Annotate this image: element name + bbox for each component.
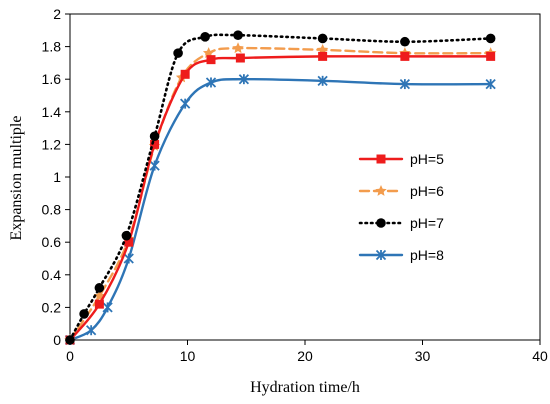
plot-frame [69,13,541,341]
series-line-ph6 [68,46,492,342]
x-axis-title: Hydration time/h [250,379,360,396]
y-tick-label: 0 [53,332,61,348]
data-point-ph5 [150,139,160,149]
legend-item-ph8: pH=8 [358,247,444,263]
legend-item-ph7: pH=7 [358,215,444,231]
legend-marker-ph5 [376,154,386,164]
data-point-ph8 [317,75,328,86]
legend: pH=5 pH=6 pH=7 pH=8 [358,151,444,263]
legend-item-ph5: pH=5 [358,151,444,167]
data-point-ph7 [200,32,210,42]
y-tick-label: 0.4 [42,267,62,283]
series-ph5 [65,51,496,345]
data-point-ph8 [149,160,160,171]
series-ph8 [64,74,496,346]
legend-item-ph6: pH=6 [358,183,444,199]
data-point-ph7 [400,36,410,47]
y-tick-label: 2 [53,6,61,22]
data-point-ph7 [121,230,132,241]
data-point-ph8 [86,325,97,336]
data-point-ph7 [485,33,496,44]
x-tick-label: 20 [297,348,313,364]
legend-marker-ph7 [376,218,386,228]
data-point-ph8 [180,98,191,109]
y-tick-label: 1.4 [42,104,62,120]
legend-marker-ph6 [375,185,387,196]
series-line-ph8 [68,77,492,342]
y-tick-label: 1.8 [42,39,62,55]
data-point-ph5 [124,237,134,247]
data-point-ph7 [94,283,105,293]
data-point-ph8 [102,302,113,313]
data-point-ph5 [318,51,328,61]
data-point-ph8 [238,74,250,85]
legend-marker-ph8 [375,249,387,261]
data-point-ph7 [173,48,183,58]
data-point-ph5 [400,51,410,61]
y-tick-label: 0.8 [42,202,62,218]
data-point-ph5 [486,51,496,61]
data-point-ph7 [65,335,75,345]
data-point-ph5 [94,299,104,309]
data-point-ph5 [235,53,245,63]
data-point-ph7 [233,30,243,40]
x-tick-label: 40 [532,348,548,364]
data-point-ph8 [123,253,134,264]
legend-label-ph8: pH=8 [410,247,444,263]
data-point-ph7 [79,309,89,319]
y-tick-label: 1.6 [42,71,62,87]
y-tick-label: 1 [53,169,61,185]
y-axis-title: Expansion multiple [8,116,25,241]
legend-label-ph7: pH=7 [410,215,444,231]
series-line-ph5 [68,55,492,342]
x-tick-label: 0 [66,348,74,364]
data-point-ph5 [180,69,190,79]
legend-label-ph6: pH=6 [410,183,444,199]
y-tick-label: 0.2 [42,299,62,315]
x-tick-label: 30 [415,348,431,364]
data-point-ph8 [205,77,217,88]
series-ph7 [65,30,496,345]
series-layer [64,30,497,346]
data-point-ph8 [399,78,411,90]
x-tick-label: 10 [180,348,196,364]
axes: 0 10 20 30 40 0 0.2 0.4 0.6 0.8 1 1.2 1.4 1.6 1.8 2 [42,6,548,364]
y-tick-label: 0.6 [42,234,62,250]
data-point-ph7 [149,131,160,142]
legend-label-ph5: pH=5 [410,151,444,167]
data-point-ph7 [317,33,328,44]
data-point-ph6 [232,42,244,54]
data-point-ph8 [485,78,496,90]
data-point-ph5 [206,55,216,65]
y-tick-label: 1.2 [42,136,62,152]
